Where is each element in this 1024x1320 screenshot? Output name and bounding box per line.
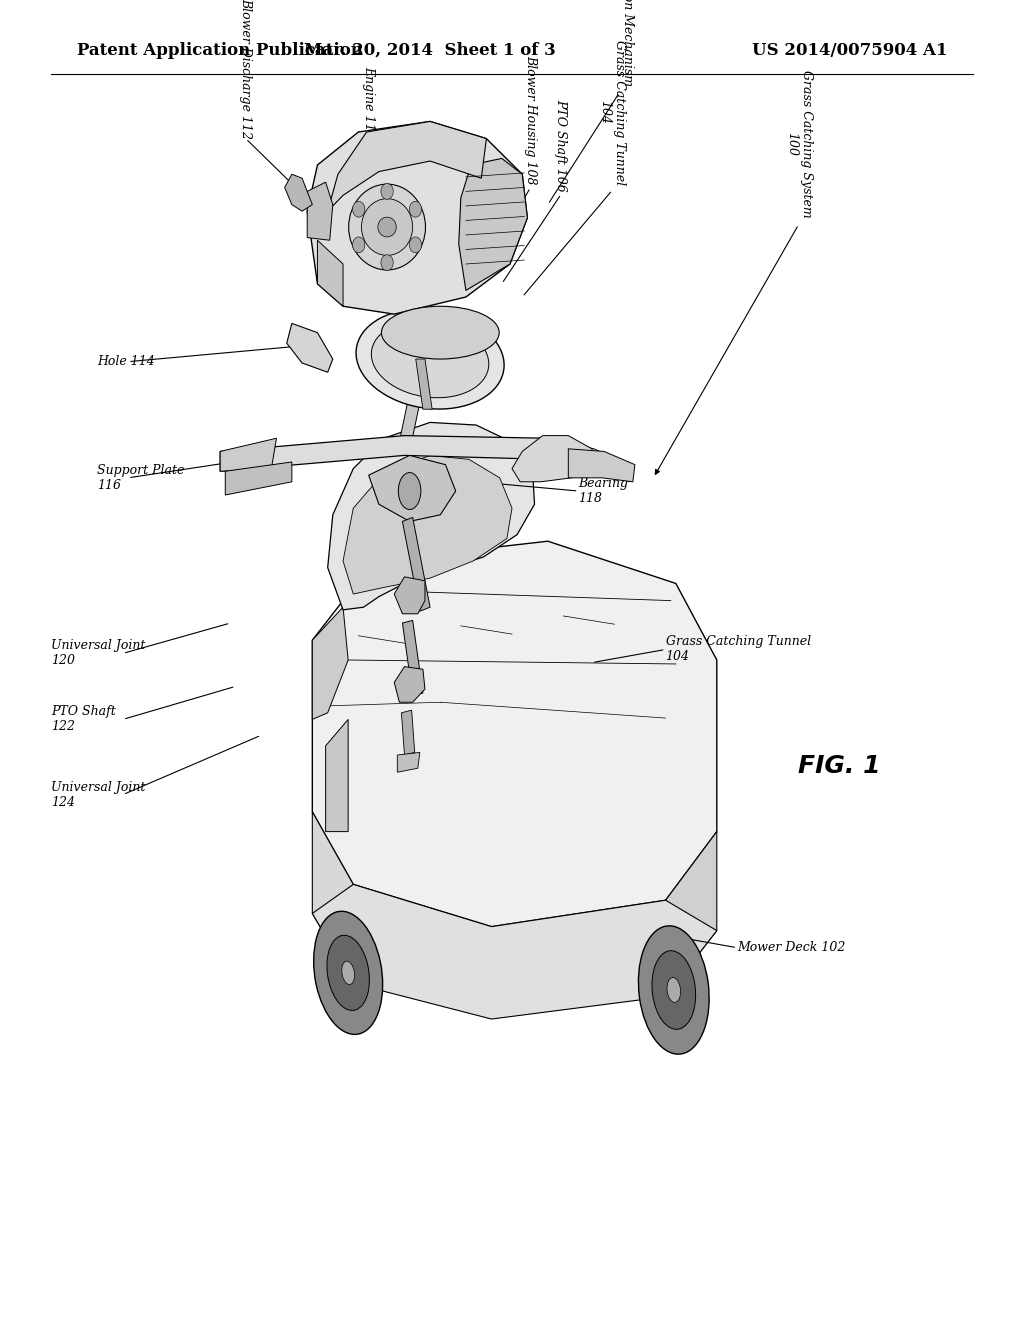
Text: Clutch/Transmission Mechanism
128: Clutch/Transmission Mechanism 128 xyxy=(605,0,634,86)
Polygon shape xyxy=(394,667,425,702)
Ellipse shape xyxy=(381,306,500,359)
Polygon shape xyxy=(666,832,717,997)
Text: Patent Application Publication: Patent Application Publication xyxy=(77,42,362,58)
Polygon shape xyxy=(312,884,717,1019)
Text: FIG. 1: FIG. 1 xyxy=(799,754,881,777)
Polygon shape xyxy=(402,620,423,696)
Polygon shape xyxy=(220,438,276,471)
Polygon shape xyxy=(512,436,596,482)
Text: PTO Shaft
122: PTO Shaft 122 xyxy=(51,705,116,734)
Polygon shape xyxy=(307,182,333,240)
Polygon shape xyxy=(394,577,425,614)
Polygon shape xyxy=(312,607,348,719)
Polygon shape xyxy=(397,752,420,772)
Text: US 2014/0075904 A1: US 2014/0075904 A1 xyxy=(752,42,947,58)
Text: Grass Catching Tunnel
104: Grass Catching Tunnel 104 xyxy=(598,40,627,185)
Ellipse shape xyxy=(327,936,370,1010)
Ellipse shape xyxy=(361,198,413,256)
Ellipse shape xyxy=(342,961,354,985)
Ellipse shape xyxy=(378,216,396,238)
Polygon shape xyxy=(225,462,292,495)
Polygon shape xyxy=(326,719,348,832)
Polygon shape xyxy=(328,422,535,610)
Polygon shape xyxy=(307,121,527,314)
Polygon shape xyxy=(312,812,353,983)
Polygon shape xyxy=(369,455,456,521)
Polygon shape xyxy=(397,403,420,451)
Polygon shape xyxy=(416,359,432,409)
Text: Blower Housing 108: Blower Housing 108 xyxy=(524,55,537,185)
Text: Engine 110: Engine 110 xyxy=(362,66,375,139)
Polygon shape xyxy=(287,323,333,372)
Text: Universal Joint
120: Universal Joint 120 xyxy=(51,639,145,668)
Polygon shape xyxy=(285,174,312,211)
Polygon shape xyxy=(459,158,527,290)
Polygon shape xyxy=(343,455,512,594)
Polygon shape xyxy=(328,121,486,211)
Polygon shape xyxy=(317,240,343,306)
Ellipse shape xyxy=(398,473,421,510)
Polygon shape xyxy=(548,438,630,482)
Polygon shape xyxy=(312,541,717,927)
Polygon shape xyxy=(401,710,415,755)
Ellipse shape xyxy=(313,911,383,1035)
Circle shape xyxy=(410,236,422,253)
Ellipse shape xyxy=(652,950,695,1030)
Circle shape xyxy=(352,201,365,218)
Text: Bearing
118: Bearing 118 xyxy=(579,477,629,506)
Text: Support Plate
116: Support Plate 116 xyxy=(97,463,184,492)
Ellipse shape xyxy=(638,925,710,1055)
Ellipse shape xyxy=(348,183,426,271)
Polygon shape xyxy=(220,436,582,471)
Polygon shape xyxy=(402,517,430,611)
Circle shape xyxy=(352,236,365,253)
Text: Universal Joint
124: Universal Joint 124 xyxy=(51,780,145,809)
Ellipse shape xyxy=(356,309,504,409)
Text: Mower Deck 102: Mower Deck 102 xyxy=(737,941,846,954)
Polygon shape xyxy=(568,449,635,482)
Text: Hole 114: Hole 114 xyxy=(97,355,155,368)
Ellipse shape xyxy=(667,978,681,1002)
Text: Grass Catching Tunnel
104: Grass Catching Tunnel 104 xyxy=(666,635,811,664)
Text: Mar. 20, 2014  Sheet 1 of 3: Mar. 20, 2014 Sheet 1 of 3 xyxy=(304,42,556,58)
Text: Grass Catching System
100: Grass Catching System 100 xyxy=(784,70,813,218)
Circle shape xyxy=(410,201,422,218)
Ellipse shape xyxy=(372,321,488,397)
Text: PTO Shaft 106: PTO Shaft 106 xyxy=(555,99,567,191)
Text: Blower Discharge 112: Blower Discharge 112 xyxy=(240,0,252,139)
Circle shape xyxy=(381,183,393,199)
Circle shape xyxy=(381,255,393,271)
